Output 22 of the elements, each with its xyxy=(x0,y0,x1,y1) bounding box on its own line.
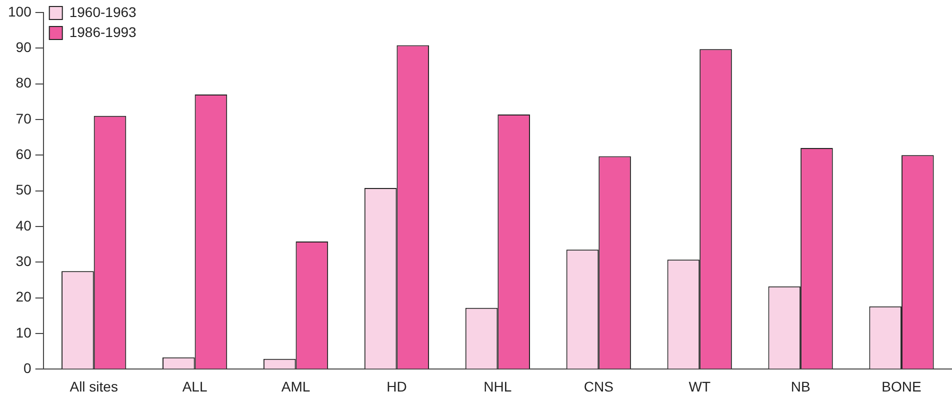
x-tick-label: All sites xyxy=(70,378,118,394)
y-tick-label: 100 xyxy=(8,3,32,20)
y-tick-label: 70 xyxy=(16,110,32,126)
y-tick-label: 90 xyxy=(16,38,32,55)
x-tick-label: AML xyxy=(281,378,310,394)
y-tick-label: 60 xyxy=(16,146,32,162)
x-tick-label: NB xyxy=(790,378,810,394)
y-tick-label: 10 xyxy=(16,324,32,340)
x-tick-label: HD xyxy=(386,378,407,394)
x-tick-label: ALL xyxy=(182,378,208,394)
x-tick-label: BONE xyxy=(882,378,922,394)
y-tick-label: 20 xyxy=(16,288,32,305)
legend-label: 1960-1963 xyxy=(69,4,137,20)
y-tick-label: 30 xyxy=(16,253,32,270)
x-tick-label: NHL xyxy=(484,378,512,394)
legend-label: 1986-1993 xyxy=(69,24,137,40)
y-tick-label: 40 xyxy=(16,217,32,234)
y-tick-label: 50 xyxy=(16,182,32,198)
x-tick-label: CNS xyxy=(584,378,614,394)
x-tick-label: WT xyxy=(688,378,711,394)
y-tick-label: 80 xyxy=(16,74,32,91)
y-tick-label: 0 xyxy=(24,360,32,376)
